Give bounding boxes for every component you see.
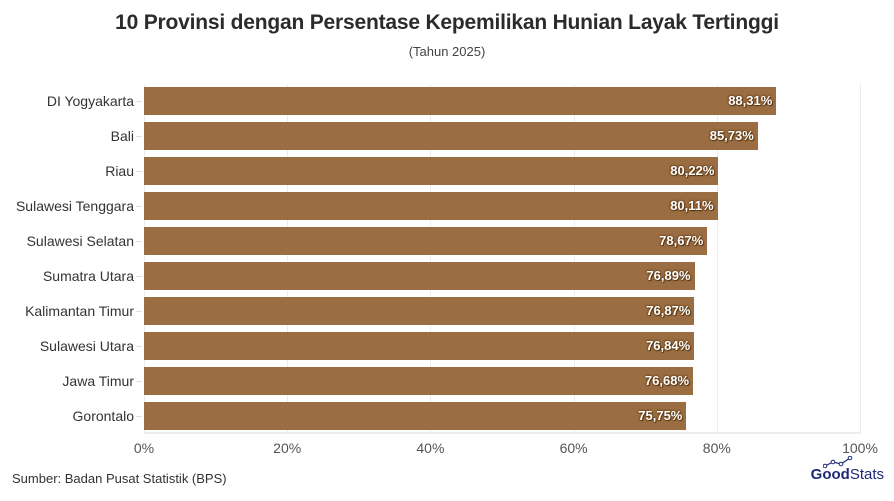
category-label: Sulawesi Utara — [39, 338, 134, 354]
bar[interactable]: 80,11% — [144, 192, 718, 220]
bar-value-label: 76,87% — [646, 303, 691, 318]
bar-value-label: 76,84% — [646, 338, 691, 353]
x-tick-label: 80% — [702, 440, 731, 456]
bar-value-label: 80,22% — [670, 163, 715, 178]
chart-title: 10 Provinsi dengan Persentase Kepemilika… — [115, 11, 779, 34]
category-label: Kalimantan Timur — [25, 303, 134, 319]
category-label: DI Yogyakarta — [46, 93, 134, 109]
y-tick — [136, 276, 142, 277]
y-tick — [136, 346, 142, 347]
logo-stats: Stats — [849, 466, 884, 483]
logo-good: Good — [810, 466, 850, 483]
bar-row: Riau 80,22% — [105, 157, 860, 185]
bar-row: Bali 85,73% — [111, 122, 860, 150]
y-tick — [136, 241, 142, 242]
y-tick — [136, 416, 142, 417]
bar-value-label: 85,73% — [709, 128, 754, 143]
goodstats-logo: GoodStats — [810, 456, 884, 483]
bar-row: DI Yogyakarta 88,31% — [47, 87, 860, 115]
y-tick — [136, 311, 142, 312]
y-tick — [136, 171, 142, 172]
category-label: Bali — [110, 128, 134, 144]
bar[interactable]: 76,87% — [144, 297, 695, 325]
source-note: Sumber: Badan Pusat Statistik (BPS) — [12, 471, 227, 486]
bar-row: Sulawesi Utara 76,84% — [40, 332, 860, 360]
plot-area: DI Yogyakarta 88,31% Bali 85,73% Riau 80,22% S… — [16, 84, 878, 456]
bar-value-label: 88,31% — [728, 93, 773, 108]
category-label: Sulawesi Selatan — [26, 233, 134, 249]
gridline-40 — [430, 84, 432, 434]
x-tick-label: 40% — [416, 440, 445, 456]
bar-row: Sulawesi Tenggara 80,11% — [16, 192, 860, 220]
y-tick — [136, 206, 142, 207]
x-tick-label: 100% — [842, 440, 878, 456]
bar[interactable]: 76,89% — [144, 262, 695, 290]
trend-line-icon — [822, 456, 852, 468]
chart-subtitle: (Tahun 2025) — [408, 44, 486, 59]
gridline-60 — [573, 84, 575, 434]
y-tick — [136, 136, 142, 137]
bar-value-label: 76,68% — [644, 373, 690, 388]
bar[interactable]: 80,22% — [144, 157, 719, 185]
x-axis-line — [144, 432, 860, 434]
gridline-100 — [860, 84, 861, 434]
gridline-80 — [716, 84, 718, 434]
bar-value-label: 75,75% — [638, 408, 683, 423]
category-label: Riau — [105, 163, 134, 179]
bar-row: Sumatra Utara 76,89% — [43, 262, 860, 290]
category-label: Sumatra Utara — [42, 268, 134, 284]
category-label: Gorontalo — [72, 408, 134, 424]
bar[interactable]: 88,31% — [144, 87, 777, 115]
bar[interactable]: 76,84% — [144, 332, 695, 360]
y-tick — [136, 101, 142, 102]
x-tick-label: 20% — [273, 440, 302, 456]
x-tick-label: 60% — [559, 440, 588, 456]
bar[interactable]: 75,75% — [144, 402, 687, 430]
bar-row: Sulawesi Selatan 78,67% — [27, 227, 860, 255]
bar[interactable]: 76,68% — [144, 367, 694, 395]
bar[interactable]: 78,67% — [144, 227, 708, 255]
bar-row: Gorontalo 75,75% — [73, 402, 860, 430]
category-label: Sulawesi Tenggara — [15, 198, 134, 214]
bar-value-label: 78,67% — [659, 233, 704, 248]
bar-value-label: 80,11% — [670, 198, 714, 213]
bar-value-label: 76,89% — [646, 268, 691, 283]
x-tick-label: 0% — [133, 440, 155, 456]
bar-row: Jawa Timur 76,68% — [62, 367, 860, 395]
gridline-0 — [144, 84, 145, 434]
bar-row: Kalimantan Timur 76,87% — [25, 297, 860, 325]
category-label: Jawa Timur — [62, 373, 134, 389]
y-tick — [136, 381, 142, 382]
bar[interactable]: 85,73% — [144, 122, 758, 150]
gridline-20 — [287, 84, 289, 434]
